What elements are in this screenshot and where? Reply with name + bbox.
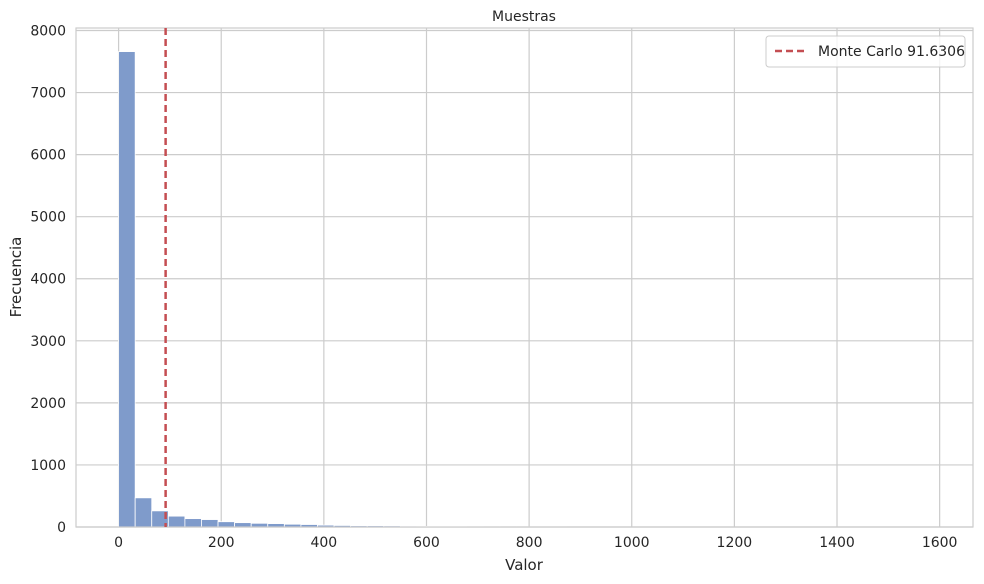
x-tick-label: 800 [516, 535, 543, 551]
histogram-bar [134, 497, 153, 528]
x-tick-label: 1400 [819, 535, 855, 551]
histogram-bar [217, 521, 236, 528]
y-tick-label: 7000 [30, 86, 66, 102]
histogram-bar [167, 515, 186, 528]
y-tick-label: 4000 [30, 272, 66, 288]
y-tick-label: 0 [57, 520, 66, 536]
histogram-bar [234, 522, 252, 528]
x-tick-label: 1600 [922, 535, 958, 551]
y-tick-label: 8000 [30, 23, 66, 39]
y-tick-label: 3000 [30, 334, 66, 350]
x-tick-label: 600 [413, 535, 440, 551]
histogram-bar [184, 518, 202, 528]
x-tick-label: 1200 [717, 535, 753, 551]
y-axis-label: Frecuencia [7, 237, 25, 318]
y-tick-label: 2000 [30, 396, 66, 412]
histogram-bars [118, 51, 948, 528]
histogram-bar [118, 51, 136, 528]
x-tick-labels: 0 200 400 600 800 1000 1200 1400 1600 [114, 535, 957, 551]
y-tick-label: 6000 [30, 148, 66, 164]
y-tick-label: 5000 [30, 210, 66, 226]
x-tick-label: 400 [310, 535, 337, 551]
legend-box [765, 35, 966, 68]
y-tick-label: 1000 [30, 458, 66, 474]
x-tick-label: 1000 [614, 535, 650, 551]
legend: Monte Carlo 91.6306 [765, 35, 966, 68]
plot-frame [75, 27, 974, 528]
x-axis-label: Valor [505, 556, 544, 574]
histogram-bar [201, 519, 219, 528]
y-tick-labels: 0 1000 2000 3000 4000 5000 6000 7000 8000 [30, 23, 66, 536]
x-tick-label: 200 [208, 535, 235, 551]
legend-label-monte-carlo: Monte Carlo 91.6306 [818, 44, 965, 60]
chart-title: Muestras [492, 9, 556, 25]
x-tick-label: 0 [114, 535, 123, 551]
grid-lines [76, 28, 973, 528]
